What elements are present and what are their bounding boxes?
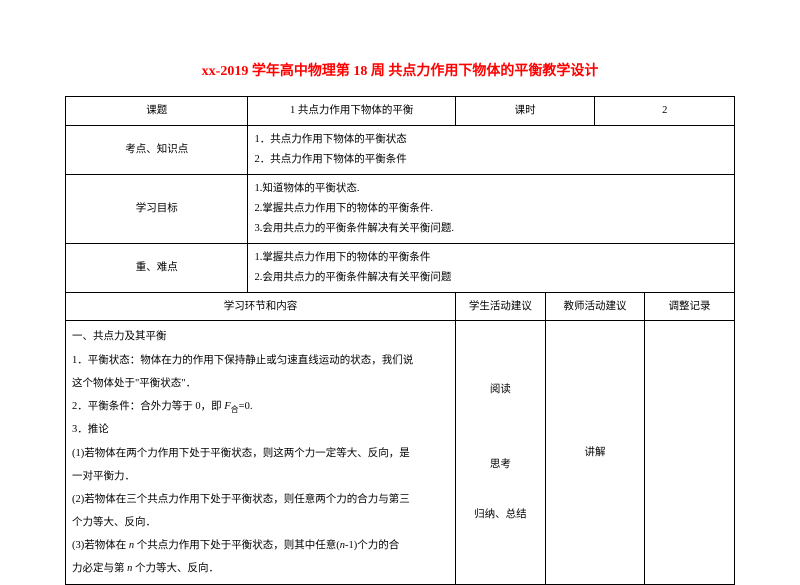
col-record: 调整记录 <box>645 292 735 321</box>
activity-think: 思考 <box>462 455 539 475</box>
row-columns: 学习环节和内容 学生活动建议 教师活动建议 调整记录 <box>66 292 735 321</box>
sec1-title: 一、共点力及其平衡 <box>72 325 449 348</box>
objective-3: 3.会用共点力的平衡条件解决有关平衡问题. <box>254 219 728 239</box>
objective-cell: 1.知道物体的平衡状态. 2.掌握共点力作用下的物体的平衡条件. 3.会用共点力… <box>248 174 735 243</box>
knowledge-label: 考点、知识点 <box>66 125 248 174</box>
keypoint-cell: 1.掌握共点力作用下的物体的平衡条件 2.会用共点力的平衡条件解决有关平衡问题 <box>248 243 735 292</box>
sub-he: 合 <box>231 405 239 414</box>
col-segment: 学习环节和内容 <box>66 292 456 321</box>
title-prefix: xx-2019 <box>202 64 249 79</box>
activity-summary: 归纳、总结 <box>462 505 539 525</box>
student-cell: 阅读 思考 归纳、总结 <box>455 321 545 585</box>
p3-3d: 力必定与第 n 个力等大、反向． <box>72 557 449 580</box>
row-objective: 学习目标 1.知道物体的平衡状态. 2.掌握共点力作用下的物体的平衡条件. 3.… <box>66 174 735 243</box>
col-teacher: 教师活动建议 <box>545 292 644 321</box>
p3-1b: 一对平衡力． <box>72 465 449 488</box>
record-cell <box>645 321 735 585</box>
topic-value: 1 共点力作用下物体的平衡 <box>248 97 455 126</box>
keypoint-2: 2.会用共点力的平衡条件解决有关平衡问题 <box>254 268 728 288</box>
keypoint-label: 重、难点 <box>66 243 248 292</box>
activity-read: 阅读 <box>462 380 539 400</box>
p3-1a: (1)若物体在两个力作用下处于平衡状态，则这两个力一定等大、反向，是 <box>72 442 449 465</box>
row-keypoint: 重、难点 1.掌握共点力作用下的物体的平衡条件 2.会用共点力的平衡条件解决有关… <box>66 243 735 292</box>
knowledge-cell: 1．共点力作用下物体的平衡状态 2．共点力作用下物体的平衡条件 <box>248 125 735 174</box>
knowledge-2: 2．共点力作用下物体的平衡条件 <box>254 150 728 170</box>
p3-2a: (2)若物体在三个共点力作用下处于平衡状态，则任意两个力的合力与第三 <box>72 488 449 511</box>
p2: 2．平衡条件：合外力等于 0，即 F合=0. <box>72 395 449 419</box>
lesson-plan-table: 课题 1 共点力作用下物体的平衡 课时 2 考点、知识点 1．共点力作用下物体的… <box>65 96 735 585</box>
p3-3a: (3)若物体在 n 个共点力作用下处于平衡状态，则其中任意(n-1)个力的合 <box>72 534 449 557</box>
knowledge-1: 1．共点力作用下物体的平衡状态 <box>254 130 728 150</box>
teacher-cell: 讲解 <box>545 321 644 585</box>
document-title: xx-2019 学年高中物理第 18 周 共点力作用下物体的平衡教学设计 <box>65 60 735 80</box>
p3-2b: 个力等大、反向． <box>72 511 449 534</box>
col-student: 学生活动建议 <box>455 292 545 321</box>
objective-label: 学习目标 <box>66 174 248 243</box>
objective-2: 2.掌握共点力作用下的物体的平衡条件. <box>254 199 728 219</box>
period-value: 2 <box>595 97 735 126</box>
row-content: 一、共点力及其平衡 1．平衡状态：物体在力的作用下保持静止或匀速直线运动的状态，… <box>66 321 735 585</box>
keypoint-1: 1.掌握共点力作用下的物体的平衡条件 <box>254 248 728 268</box>
p3: 3．推论 <box>72 418 449 441</box>
p1b: 这个物体处于"平衡状态"． <box>72 372 449 395</box>
row-topic: 课题 1 共点力作用下物体的平衡 课时 2 <box>66 97 735 126</box>
objective-1: 1.知道物体的平衡状态. <box>254 179 728 199</box>
topic-label: 课题 <box>66 97 248 126</box>
p1a: 1．平衡状态：物体在力的作用下保持静止或匀速直线运动的状态，我们说 <box>72 349 449 372</box>
period-label: 课时 <box>455 97 595 126</box>
row-knowledge: 考点、知识点 1．共点力作用下物体的平衡状态 2．共点力作用下物体的平衡条件 <box>66 125 735 174</box>
title-rest: 学年高中物理第 18 周 共点力作用下物体的平衡教学设计 <box>248 64 598 79</box>
activity-explain: 讲解 <box>552 443 638 463</box>
content-cell: 一、共点力及其平衡 1．平衡状态：物体在力的作用下保持静止或匀速直线运动的状态，… <box>66 321 456 585</box>
